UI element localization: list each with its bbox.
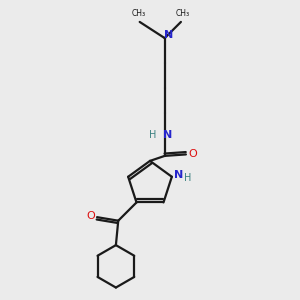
Text: O: O <box>86 211 95 221</box>
Text: H: H <box>184 173 192 183</box>
Text: N: N <box>164 30 173 40</box>
Text: CH₃: CH₃ <box>175 9 190 18</box>
Text: CH₃: CH₃ <box>131 9 145 18</box>
Text: H: H <box>149 130 157 140</box>
Text: N: N <box>163 130 172 140</box>
Text: N: N <box>174 170 183 180</box>
Text: O: O <box>188 149 197 159</box>
